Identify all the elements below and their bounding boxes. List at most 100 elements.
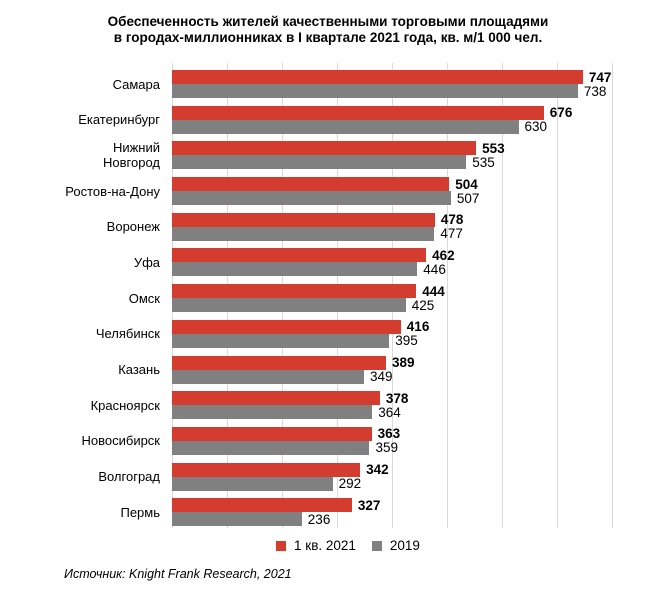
value-label-q1-2021: 553 <box>482 140 505 156</box>
value-label-q1-2021: 676 <box>549 105 573 121</box>
bar-q1-2021 <box>172 284 417 299</box>
bar-q1-2021 <box>172 105 544 120</box>
value-label-q1-2021: 327 <box>357 497 381 513</box>
category-label: Ростов-на-Дону <box>65 183 160 199</box>
bar-2019 <box>172 226 435 241</box>
value-label-2019: 630 <box>524 119 548 135</box>
bar-2019 <box>172 476 333 491</box>
bar-2019 <box>172 405 373 420</box>
value-label-q1-2021: 416 <box>406 319 430 335</box>
value-label-2019: 364 <box>378 404 401 420</box>
bar-group: 444 425 <box>172 283 656 313</box>
category-label: Уфа <box>133 254 160 270</box>
source-note: Источник: Knight Frank Research, 2021 <box>64 567 292 581</box>
bar-group: 462 446 <box>172 247 656 277</box>
bar-group: 478 477 <box>172 212 656 242</box>
category-label: Екатеринбург <box>78 112 160 128</box>
value-label-2019: 738 <box>583 83 607 99</box>
value-label-2019: 477 <box>440 226 463 242</box>
bar-group: 747 738 <box>172 69 656 99</box>
value-label-2019: 292 <box>338 476 362 492</box>
bar-group: 504 507 <box>172 176 656 206</box>
value-label-2019: 535 <box>472 154 495 170</box>
chart-row: Самара 747 738 <box>0 69 656 99</box>
legend-item-2019: 2019 <box>371 538 420 553</box>
value-label-q1-2021: 747 <box>588 69 612 85</box>
bar-group: 676 630 <box>172 105 656 135</box>
bar-q1-2021 <box>172 177 450 192</box>
chart-title: Обеспеченность жителей качественными тор… <box>107 14 549 45</box>
bar-q1-2021 <box>172 70 583 84</box>
bar-2019 <box>172 333 390 348</box>
chart-row: Красноярск 378 364 <box>0 390 656 420</box>
value-label-2019: 359 <box>375 440 398 456</box>
gridline <box>502 63 503 528</box>
bar-group: 378 364 <box>172 390 656 420</box>
value-label-q1-2021: 478 <box>440 212 464 228</box>
bar-q1-2021 <box>172 391 380 406</box>
bar-group: 327 236 <box>172 497 656 527</box>
bar-2019 <box>172 191 451 206</box>
value-label-2019: 236 <box>307 511 331 527</box>
value-label-2019: 425 <box>411 297 435 313</box>
bar-q1-2021 <box>172 212 435 227</box>
chart-row: Волгоград 342 292 <box>0 462 656 492</box>
bar-2019 <box>172 440 370 455</box>
chart-row: Воронеж 478 477 <box>0 212 656 242</box>
value-label-q1-2021: 378 <box>385 390 409 406</box>
value-label-q1-2021: 444 <box>422 283 445 299</box>
value-label-q1-2021: 462 <box>432 247 455 263</box>
bar-2019 <box>172 512 302 527</box>
chart-row: Уфа 462 446 <box>0 247 656 277</box>
value-label-q1-2021: 363 <box>377 426 401 442</box>
chart-row: Омск 444 425 <box>0 283 656 313</box>
bar-q1-2021 <box>172 319 401 334</box>
bar-q1-2021 <box>172 426 372 441</box>
category-label: Нижний Новгород <box>103 140 160 171</box>
chart-row: Екатеринбург 676 630 <box>0 105 656 135</box>
category-label: Казань <box>118 362 160 377</box>
chart-row: Новосибирск 363 359 <box>0 426 656 456</box>
category-label: Новосибирск <box>81 433 161 449</box>
bar-q1-2021 <box>172 498 352 513</box>
gridline <box>557 63 558 528</box>
bar-group: 363 359 <box>172 426 656 456</box>
bar-group: 416 395 <box>172 319 656 349</box>
chart-row: Пермь 327 236 <box>0 497 656 527</box>
value-label-q1-2021: 389 <box>391 355 415 370</box>
category-label: Воронеж <box>106 219 160 235</box>
bar-2019 <box>172 155 467 170</box>
bar-group: 389 349 <box>172 355 656 384</box>
value-label-q1-2021: 342 <box>366 462 389 478</box>
value-label-2019: 446 <box>423 261 446 277</box>
legend-swatch-icon <box>276 540 287 551</box>
category-label: Челябинск <box>95 326 160 342</box>
legend-swatch-icon <box>371 540 382 551</box>
chart-row: Ростов-на-Дону 504 507 <box>0 176 656 206</box>
bar-q1-2021 <box>172 355 386 370</box>
value-label-2019: 395 <box>395 333 418 349</box>
category-label: Волгоград <box>98 469 160 485</box>
chart-row: Нижний Новгород 553 535 <box>0 140 656 171</box>
value-label-q1-2021: 504 <box>455 176 478 192</box>
bar-q1-2021 <box>172 462 361 477</box>
legend-item-q1-2021: 1 кв. 2021 <box>276 538 356 553</box>
category-label: Самара <box>112 76 160 92</box>
chart-row: Казань 389 349 <box>0 355 656 384</box>
bar-2019 <box>172 262 418 277</box>
bar-group: 342 292 <box>172 462 656 492</box>
value-label-2019: 349 <box>369 369 393 384</box>
category-label: Омск <box>128 290 160 306</box>
legend-label: 2019 <box>389 538 420 553</box>
bar-group: 553 535 <box>172 140 656 170</box>
category-label: Пермь <box>120 504 160 520</box>
bar-chart: Самара 747 738 Екатеринбург 676 630 Нижний Нов… <box>0 63 656 528</box>
bar-q1-2021 <box>172 141 477 156</box>
bar-2019 <box>172 119 519 134</box>
value-label-2019: 507 <box>456 190 480 206</box>
legend: 1 кв. 2021 2019 <box>20 538 656 553</box>
bar-2019 <box>172 298 406 313</box>
gridline <box>447 63 448 528</box>
chart-row: Челябинск 416 395 <box>0 319 656 349</box>
